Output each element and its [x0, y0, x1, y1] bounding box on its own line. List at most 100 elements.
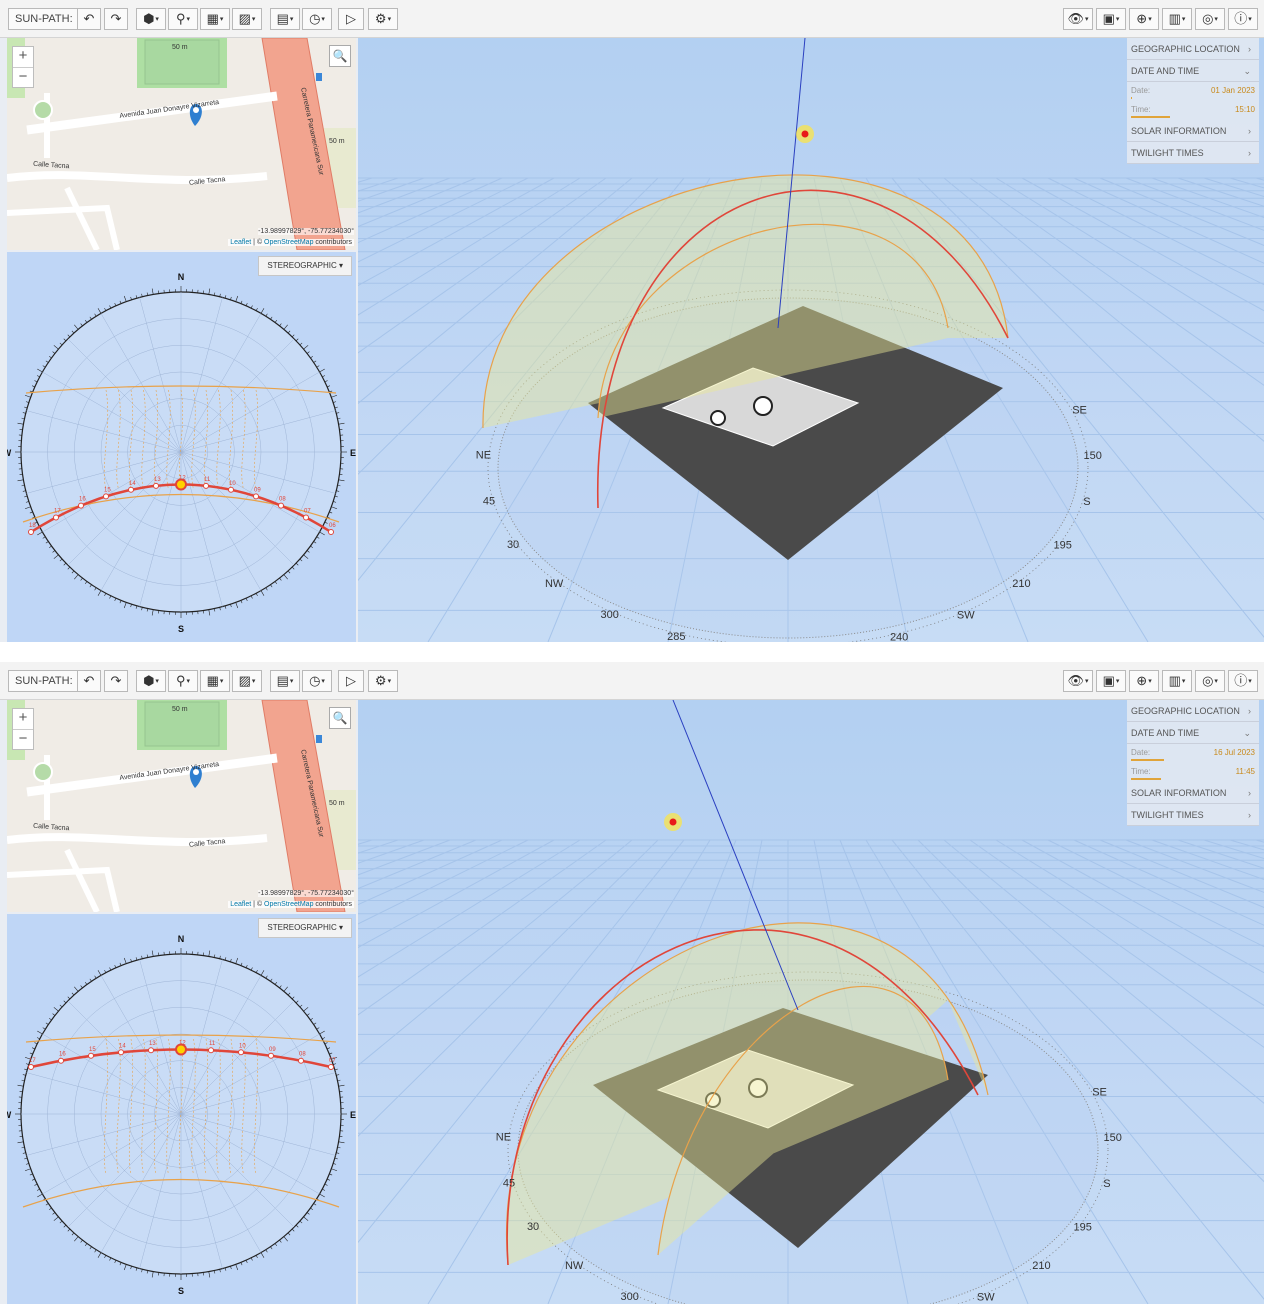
- zoom-in-button[interactable]: +: [18, 709, 28, 726]
- calendar-time-button[interactable]: ▥▾: [1162, 670, 1192, 692]
- hour-analemma: [254, 1038, 258, 1175]
- globe-grid-button[interactable]: ⊕▾: [1129, 670, 1159, 692]
- display-button[interactable]: ▣▾: [1096, 8, 1126, 30]
- redo-button[interactable]: ↷: [104, 670, 128, 692]
- leaflet-link[interactable]: Leaflet: [230, 901, 252, 908]
- compass-tick: [36, 375, 40, 378]
- geographic-location-section[interactable]: GEOGRAPHIC LOCATION ›: [1127, 700, 1259, 722]
- leaflet-link[interactable]: Leaflet: [230, 239, 252, 246]
- cube-button[interactable]: ⬢▾: [136, 670, 166, 692]
- scale-label-top: 50 m: [172, 706, 188, 713]
- osm-link[interactable]: OpenStreetMap: [264, 901, 314, 908]
- sunpath-diagram[interactable]: N S E W 17 16 15 14 13 12 11 10 09 08 07 STEREOGRAPHIC…: [7, 914, 356, 1304]
- cube-button[interactable]: ⬢▾: [136, 8, 166, 30]
- shading-button[interactable]: ▨▾: [232, 8, 262, 30]
- azimuth-line: [180, 451, 262, 591]
- compass-tick: [48, 545, 52, 549]
- twilight-times-section[interactable]: TWILIGHT TIMES ›: [1127, 804, 1259, 826]
- location-map[interactable]: + − 🔍 50 m 50 m Avenida Juan Donayre Viz…: [7, 700, 356, 912]
- hour-point: [58, 1057, 64, 1064]
- hour-point: [303, 514, 309, 521]
- settings-button[interactable]: ⚙▾: [368, 670, 398, 692]
- grid-line: [358, 177, 477, 228]
- compass-tick: [119, 600, 122, 604]
- grid-button[interactable]: ▦▾: [200, 670, 230, 692]
- calendar-button[interactable]: ▤▾: [270, 8, 300, 30]
- projection-dropdown[interactable]: STEREOGRAPHIC ▾: [258, 918, 352, 938]
- zoom-out-button[interactable]: −: [13, 729, 33, 749]
- date-time-section[interactable]: DATE AND TIME ⌄: [1127, 722, 1259, 744]
- redo-button[interactable]: ↷: [104, 8, 128, 30]
- map-coordinates: -13.98997829°, -75.77234030°: [258, 890, 354, 897]
- site-pin-button[interactable]: ⚲▾: [168, 8, 198, 30]
- hour-analemma: [104, 1038, 108, 1175]
- clock-button[interactable]: ◷▾: [302, 670, 332, 692]
- compass-tick: [74, 324, 79, 330]
- site-pin-button[interactable]: ⚲▾: [168, 670, 198, 692]
- sunpath-diagram[interactable]: N S E W 18 17 16 15 14 13 12 11 10 09 08 07 06 STEREOGRA…: [7, 252, 356, 642]
- chevron-right-icon: ›: [1248, 44, 1251, 54]
- grid-line: [917, 839, 1264, 1183]
- osm-link[interactable]: OpenStreetMap: [264, 239, 314, 246]
- eye-button[interactable]: 👁▾: [1063, 8, 1093, 30]
- date-slider-fill: [1131, 97, 1133, 99]
- play-button[interactable]: ▷: [338, 670, 364, 692]
- compass-tick: [151, 609, 154, 616]
- compass-tick: [327, 1047, 331, 1050]
- projection-dropdown[interactable]: STEREOGRAPHIC ▾: [258, 256, 352, 276]
- compass-tick: [313, 541, 317, 544]
- 3d-sunpath-view[interactable]: SE150S195210SW240255W285300NW3045NE GEOG…: [358, 38, 1264, 642]
- undo-button[interactable]: ↶: [77, 670, 101, 692]
- compass-tick: [283, 324, 288, 330]
- globe-grid-button[interactable]: ⊕▾: [1129, 8, 1159, 30]
- grid-line: [358, 839, 503, 906]
- grid-button[interactable]: ▦▾: [200, 8, 230, 30]
- compass-tick: [299, 1220, 303, 1224]
- settings-button[interactable]: ⚙▾: [368, 8, 398, 30]
- solar-information-section[interactable]: SOLAR INFORMATION ›: [1127, 782, 1259, 804]
- location-map[interactable]: + − 🔍 50 m 50 m Avenida Juan Donayre Viz…: [7, 38, 356, 250]
- solar-information-section[interactable]: SOLAR INFORMATION ›: [1127, 120, 1259, 142]
- map-search-button[interactable]: 🔍: [329, 707, 351, 729]
- compass-tick: [67, 566, 71, 570]
- compass-tick: [224, 1267, 227, 1271]
- display-button[interactable]: ▣▾: [1096, 670, 1126, 692]
- world-button[interactable]: ◎▾: [1195, 8, 1225, 30]
- map-attribution: Leaflet | © OpenStreetMap contributors: [228, 239, 354, 246]
- compass-tick: [324, 521, 328, 524]
- zoom-in-button[interactable]: +: [18, 47, 28, 64]
- geographic-location-section[interactable]: GEOGRAPHIC LOCATION ›: [1127, 38, 1259, 60]
- compass-tick: [42, 536, 46, 539]
- info-button[interactable]: ⓘ▾: [1228, 8, 1258, 30]
- compass-tick: [287, 992, 291, 996]
- compass-tick: [84, 981, 88, 985]
- hour-point: [278, 502, 284, 509]
- compass-tick: [141, 955, 143, 959]
- play-button[interactable]: ▷: [338, 8, 364, 30]
- clock-button[interactable]: ◷▾: [302, 8, 332, 30]
- date-time-section[interactable]: DATE AND TIME ⌄: [1127, 60, 1259, 82]
- date-slider[interactable]: Date: 16 Jul 2023: [1127, 744, 1259, 763]
- info-button[interactable]: ⓘ▾: [1228, 670, 1258, 692]
- 3d-sunpath-view[interactable]: SE150S195210SW240255W285300NW3045NE GEOG…: [358, 700, 1264, 1304]
- todays-sunpath-3d: [506, 929, 979, 1266]
- compass-tick: [97, 590, 102, 596]
- map-search-button[interactable]: 🔍: [329, 45, 351, 67]
- world-button[interactable]: ◎▾: [1195, 670, 1225, 692]
- compass-tick: [104, 593, 107, 597]
- undo-button[interactable]: ↶: [77, 8, 101, 30]
- eye-button[interactable]: 👁▾: [1063, 670, 1093, 692]
- zoom-out-button[interactable]: −: [13, 67, 33, 87]
- compass-tick: [208, 950, 211, 957]
- calendar-button[interactable]: ▤▾: [270, 670, 300, 692]
- compass-tick: [37, 1193, 43, 1198]
- azimuth-line: [139, 959, 182, 1115]
- date-slider[interactable]: Date: 01 Jan 2023: [1127, 82, 1259, 101]
- calendar-time-button[interactable]: ▥▾: [1162, 8, 1192, 30]
- compass-direction-label: E: [350, 1110, 356, 1120]
- shading-button[interactable]: ▨▾: [232, 670, 262, 692]
- time-slider[interactable]: Time: 15:10: [1127, 101, 1259, 120]
- grid-line: [1099, 177, 1264, 247]
- twilight-times-section[interactable]: TWILIGHT TIMES ›: [1127, 142, 1259, 164]
- time-slider[interactable]: Time: 11:45: [1127, 763, 1259, 782]
